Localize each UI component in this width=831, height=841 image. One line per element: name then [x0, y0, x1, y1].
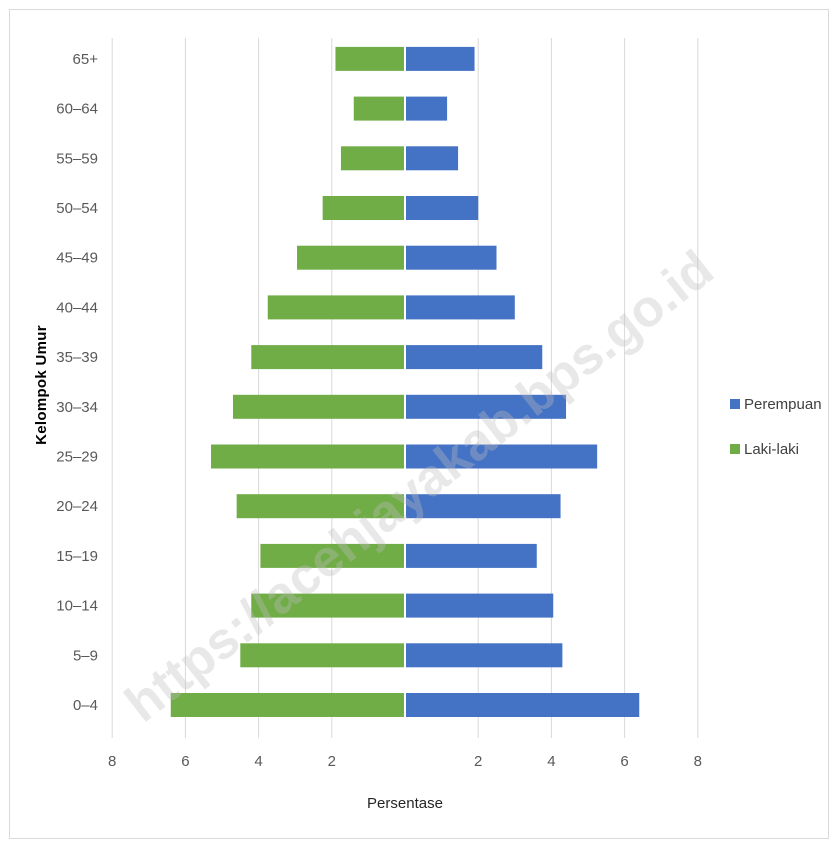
y-tick-label: 25–29: [56, 449, 98, 466]
male-bar: [335, 46, 405, 71]
male-bar: [297, 245, 405, 270]
y-tick-label: 15–19: [56, 548, 98, 565]
female-bar: [405, 345, 543, 370]
male-bar: [251, 593, 405, 618]
female-bar: [405, 245, 497, 270]
legend-swatch: [730, 399, 740, 409]
y-tick-label: 40–44: [56, 299, 98, 316]
female-bar: [405, 543, 537, 568]
male-bar: [260, 543, 405, 568]
y-tick-label: 55–59: [56, 150, 98, 167]
y-tick-label: 0–4: [73, 697, 98, 714]
male-bar: [170, 693, 405, 717]
y-tick-label: 65+: [73, 51, 99, 68]
male-bar: [236, 494, 405, 519]
female-bar: [405, 693, 640, 717]
x-tick-labels: 8 6 4 2 2 4 6 8: [108, 753, 702, 770]
gridlines: [111, 38, 699, 738]
legend-swatch: [730, 444, 740, 454]
y-tick-label: 5–9: [73, 647, 98, 664]
legend-label: Perempuan: [744, 396, 822, 413]
male-bar: [353, 96, 405, 121]
female-bar: [405, 394, 567, 419]
y-tick-label: 60–64: [56, 101, 98, 118]
x-tick-label: 4: [547, 753, 555, 770]
y-tick-label: 50–54: [56, 200, 98, 217]
female-bar: [405, 643, 563, 668]
male-bar: [322, 196, 405, 220]
x-tick-label: 8: [108, 753, 116, 770]
x-tick-label: 2: [474, 753, 482, 770]
male-bar: [251, 345, 405, 370]
y-tick-label: 10–14: [56, 598, 98, 615]
female-bar: [405, 494, 561, 519]
y-tick-labels: 0–4 5–9 10–14 15–19 20–24 25–29 30–34 35–39 40–4…: [56, 51, 98, 714]
male-bar: [340, 146, 405, 171]
y-tick-label: 30–34: [56, 399, 98, 416]
y-axis-title: Kelompok Umur: [33, 325, 50, 445]
y-tick-label: 35–39: [56, 349, 98, 366]
x-tick-label: 4: [254, 753, 262, 770]
legend-label: Laki-laki: [744, 441, 799, 458]
female-bar: [405, 96, 448, 121]
female-bar: [405, 295, 515, 320]
x-tick-label: 2: [328, 753, 336, 770]
male-bar: [267, 295, 405, 320]
bars: [170, 46, 640, 717]
x-tick-label: 8: [694, 753, 702, 770]
y-tick-label: 20–24: [56, 498, 98, 515]
female-bar: [405, 593, 554, 618]
legend: Perempuan Laki-laki: [730, 396, 822, 458]
female-bar: [405, 196, 479, 220]
female-bar: [405, 146, 459, 171]
male-bar: [240, 643, 405, 668]
chart-frame: [9, 9, 829, 839]
x-axis-title: Persentase: [367, 795, 443, 812]
y-tick-label: 45–49: [56, 250, 98, 267]
male-bar: [232, 394, 405, 419]
female-bar: [405, 444, 598, 469]
female-bar: [405, 46, 475, 71]
male-bar: [211, 444, 405, 469]
x-tick-label: 6: [181, 753, 189, 770]
x-tick-label: 6: [620, 753, 628, 770]
